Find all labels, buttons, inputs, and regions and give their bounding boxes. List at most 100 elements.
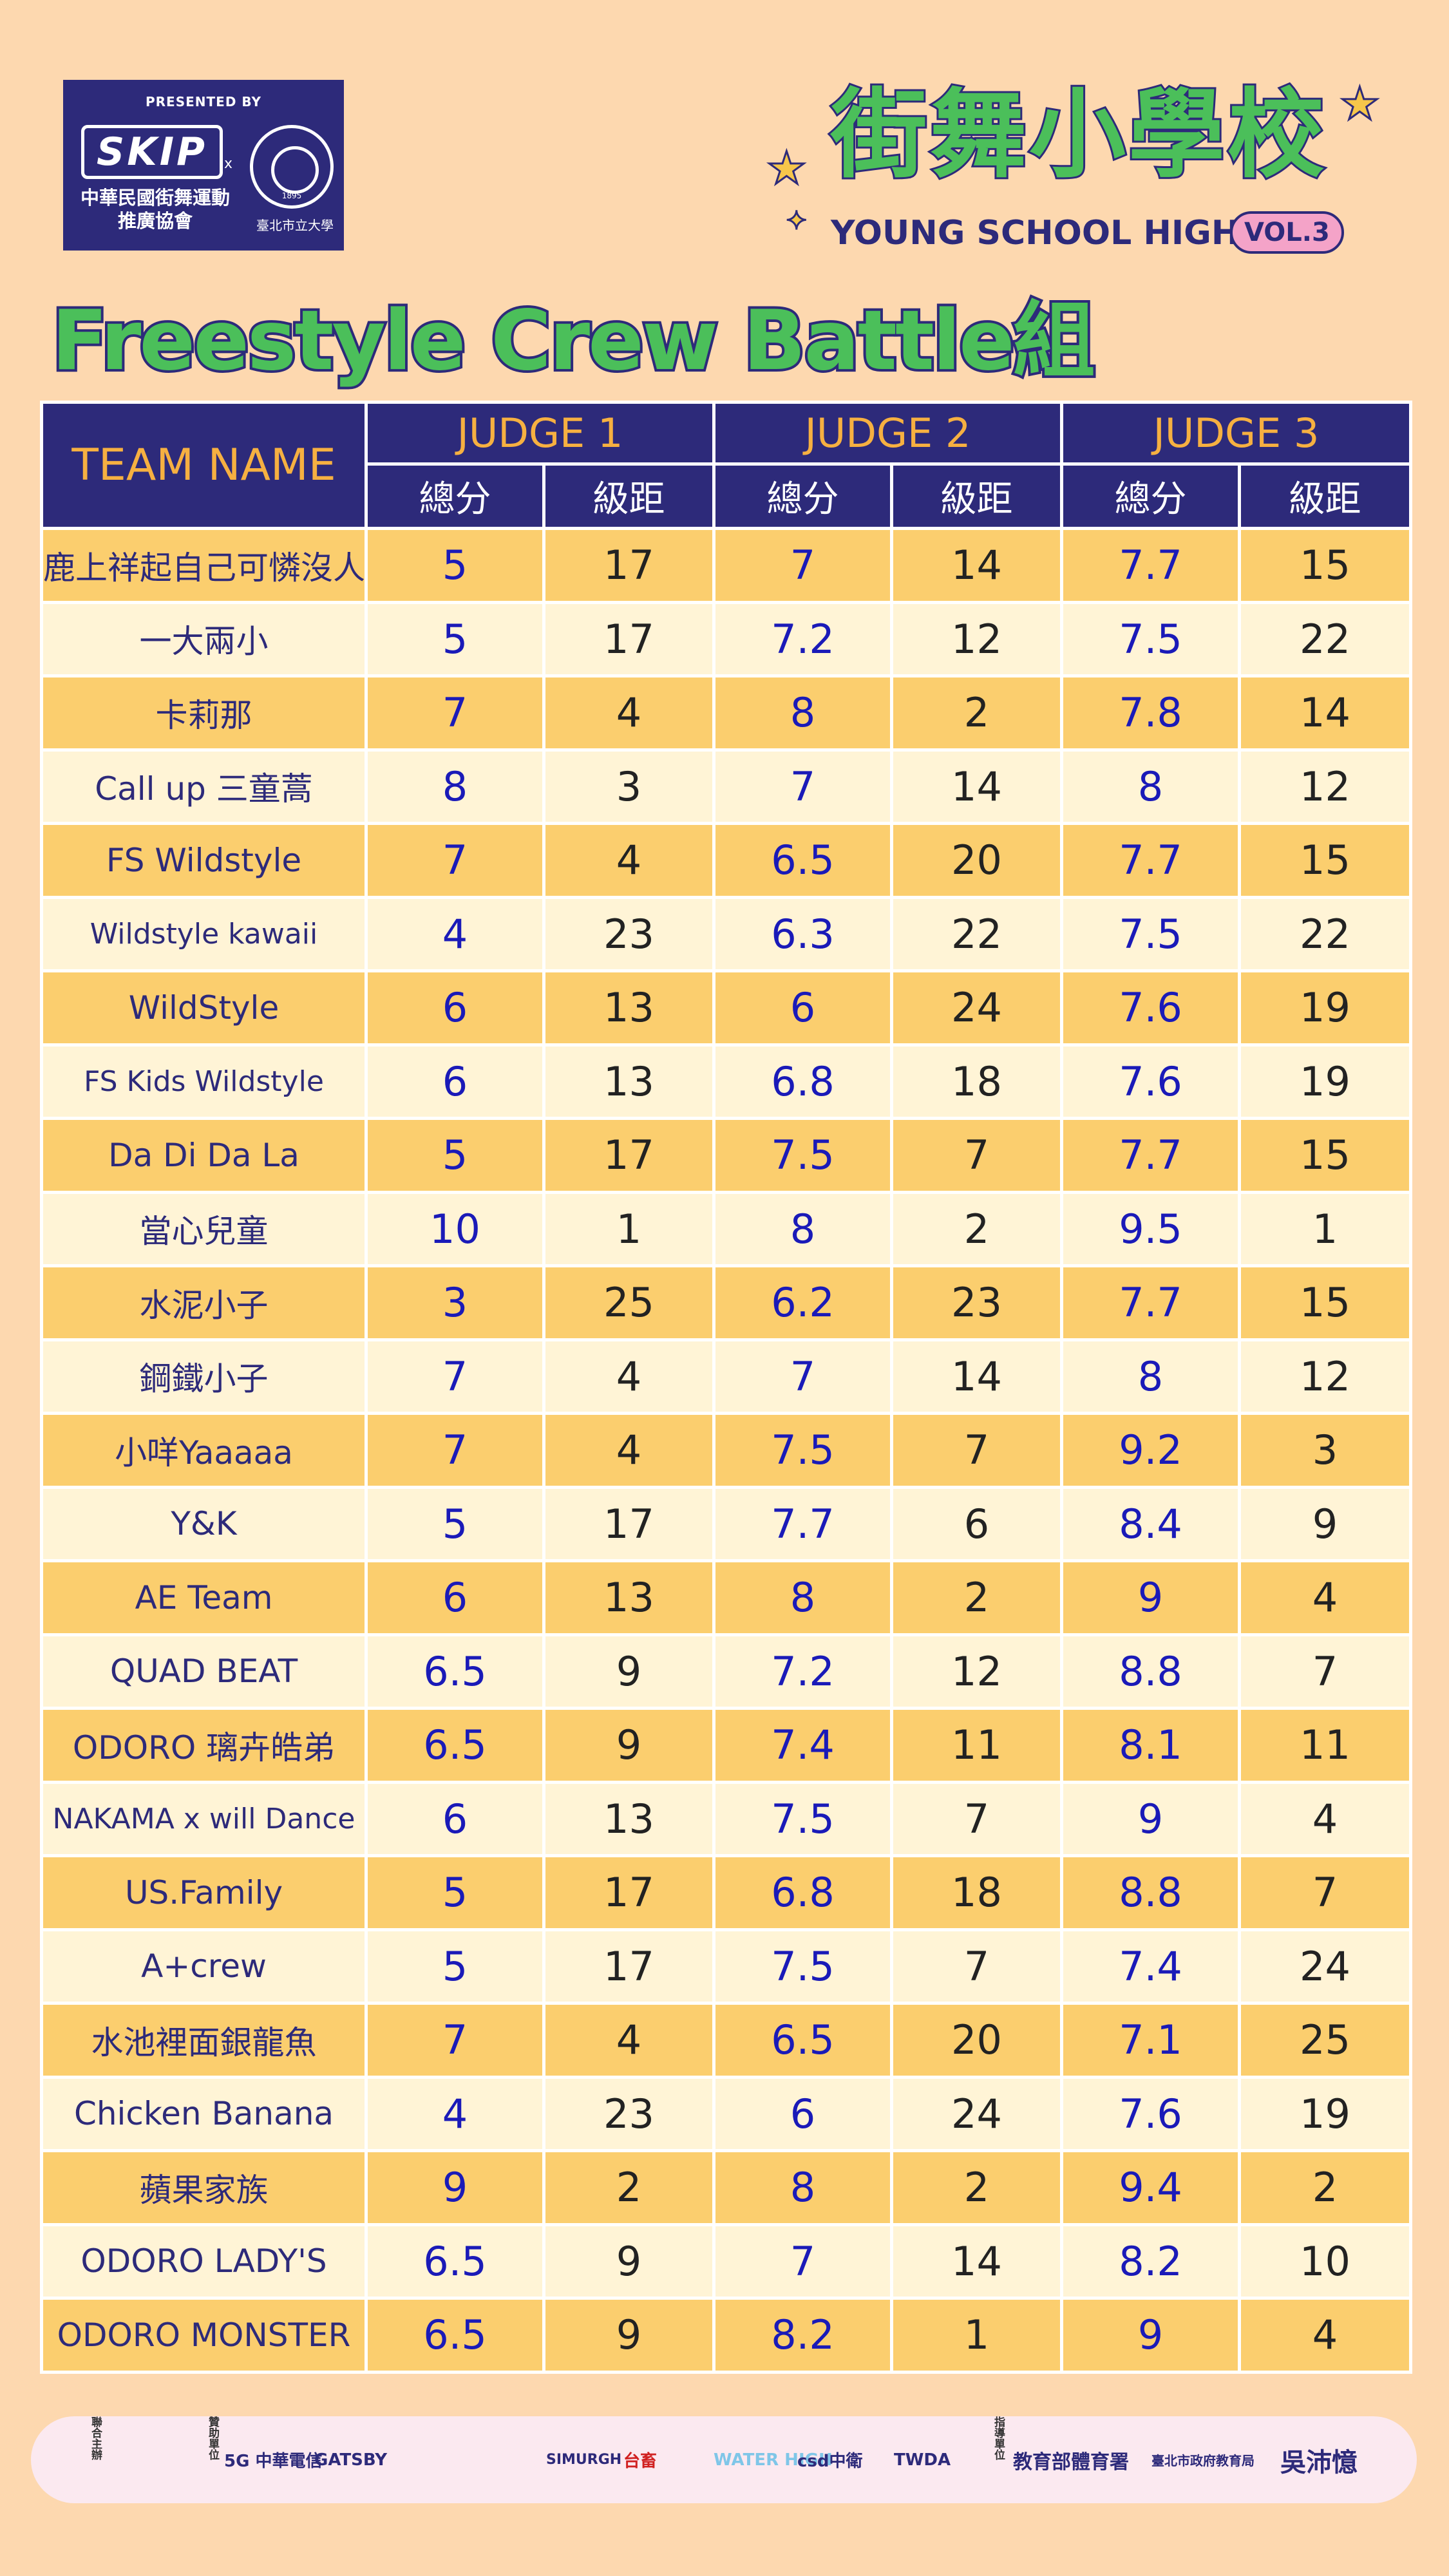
team-name-cell: 蘋果家族	[40, 2149, 368, 2226]
rank-cell: 25	[1238, 2002, 1412, 2079]
table-row: WildStyle 6 13 6 24 7.6 19	[40, 969, 1412, 1046]
rank-cell: 13	[542, 1043, 715, 1120]
judge-header: JUDGE 1	[365, 401, 715, 466]
total-score-cell: 7.4	[712, 1707, 893, 1784]
total-score-cell: 7	[712, 1338, 893, 1415]
sparkle-icon: ✦	[785, 205, 808, 237]
table-row: ODORO MONSTER 6.5 9 8.2 1 9 4	[40, 2297, 1412, 2374]
rank-cell: 7	[1238, 1854, 1412, 1931]
table-row: 水泥小子 3 25 6.2 23 7.7 15	[40, 1264, 1412, 1341]
score-column-header: 總分	[365, 462, 545, 530]
rank-cell: 17	[542, 1927, 715, 2005]
total-score-cell: 9	[1060, 1559, 1241, 1636]
rank-cell: 18	[890, 1043, 1063, 1120]
total-score-cell: 7.6	[1060, 969, 1241, 1046]
total-score-cell: 7	[365, 1412, 545, 1489]
table-row: 小咩Yaaaaa 7 4 7.5 7 9.2 3	[40, 1412, 1412, 1489]
rank-cell: 19	[1238, 1043, 1412, 1120]
total-score-cell: 9	[1060, 1780, 1241, 1857]
team-name-cell: A+crew	[40, 1927, 368, 2005]
total-score-cell: 7	[365, 1338, 545, 1415]
total-score-cell: 6	[365, 969, 545, 1046]
total-score-cell: 7.5	[712, 1412, 893, 1489]
star-icon: ★	[1339, 77, 1381, 131]
team-name-cell: QUAD BEAT	[40, 1633, 368, 1710]
total-score-cell: 6.8	[712, 1043, 893, 1120]
total-score-cell: 8	[712, 1190, 893, 1267]
rank-cell: 17	[542, 527, 715, 604]
team-name-cell: AE Team	[40, 1559, 368, 1636]
team-name-cell: NAKAMA x will Dance	[40, 1780, 368, 1857]
total-score-cell: 6.5	[365, 2222, 545, 2300]
table-row: 當心兒童 10 1 8 2 9.5 1	[40, 1190, 1412, 1267]
university-seal-icon: 1895	[250, 125, 334, 209]
rank-cell: 14	[890, 1338, 1063, 1415]
total-score-cell: 7.7	[1060, 527, 1241, 604]
university-year: 1895	[281, 191, 302, 200]
total-score-cell: 8.1	[1060, 1707, 1241, 1784]
score-column-header: 總分	[712, 462, 893, 530]
total-score-cell: 8.2	[712, 2297, 893, 2374]
association-name: 中華民國街舞運動推廣協會	[80, 187, 230, 232]
rank-cell: 6	[890, 1485, 1063, 1562]
rank-cell: 22	[1238, 895, 1412, 972]
total-score-cell: 5	[365, 1485, 545, 1562]
rank-cell: 12	[890, 600, 1063, 677]
rank-cell: 23	[542, 895, 715, 972]
total-score-cell: 6.2	[712, 1264, 893, 1341]
table-row: Da Di Da La 5 17 7.5 7 7.7 15	[40, 1117, 1412, 1194]
rank-cell: 3	[542, 748, 715, 825]
rank-cell: 7	[1238, 1633, 1412, 1710]
sponsor-logo: 教育部體育署	[1013, 2450, 1129, 2474]
guide-label: 指導單位	[992, 2416, 1005, 2460]
table-row: FS Wildstyle 7 4 6.5 20 7.7 15	[40, 822, 1412, 899]
rank-cell: 7	[890, 1927, 1063, 2005]
total-score-cell: 7.5	[712, 1780, 893, 1857]
rank-cell: 9	[542, 2222, 715, 2300]
rank-column-header: 級距	[890, 462, 1063, 530]
star-icon: ★	[766, 141, 808, 196]
total-score-cell: 7.7	[1060, 1264, 1241, 1341]
rank-cell: 25	[542, 1264, 715, 1341]
table-row: 一大兩小 5 17 7.2 12 7.5 22	[40, 600, 1412, 677]
team-name-cell: 小咩Yaaaaa	[40, 1412, 368, 1489]
rank-cell: 14	[890, 748, 1063, 825]
rank-cell: 1	[1238, 1190, 1412, 1267]
rank-cell: 2	[542, 2149, 715, 2226]
total-score-cell: 8	[365, 748, 545, 825]
team-name-cell: Call up 三童蒿	[40, 748, 368, 825]
team-name-cell: ODORO LADY'S	[40, 2222, 368, 2300]
total-score-cell: 7.1	[1060, 2002, 1241, 2079]
team-name-cell: Da Di Da La	[40, 1117, 368, 1194]
total-score-cell: 5	[365, 1927, 545, 2005]
table-row: A+crew 5 17 7.5 7 7.4 24	[40, 1927, 1412, 2005]
total-score-cell: 7.5	[1060, 600, 1241, 677]
rank-cell: 9	[1238, 1485, 1412, 1562]
rank-cell: 10	[1238, 2222, 1412, 2300]
rank-cell: 14	[890, 2222, 1063, 2300]
total-score-cell: 9.2	[1060, 1412, 1241, 1489]
rank-cell: 20	[890, 2002, 1063, 2079]
table-row: 鹿上祥起自己可憐沒人艾 5 17 7 14 7.7 15	[40, 527, 1412, 604]
sponsor-label: 贊助單位	[206, 2416, 219, 2460]
judge-header: JUDGE 2	[712, 401, 1063, 466]
team-name-cell: 一大兩小	[40, 600, 368, 677]
event-volume-badge: VOL.3	[1230, 211, 1344, 254]
total-score-cell: 6.5	[365, 1633, 545, 1710]
team-name-cell: 水池裡面銀龍魚	[40, 2002, 368, 2079]
total-score-cell: 7.6	[1060, 2075, 1241, 2152]
rank-cell: 19	[1238, 2075, 1412, 2152]
total-score-cell: 10	[365, 1190, 545, 1267]
rank-cell: 7	[890, 1780, 1063, 1857]
total-score-cell: 3	[365, 1264, 545, 1341]
rank-cell: 9	[542, 1707, 715, 1784]
table-row: Y&K 5 17 7.7 6 8.4 9	[40, 1485, 1412, 1562]
table-row: ODORO 璃卉皓弟 6.5 9 7.4 11 8.1 11	[40, 1707, 1412, 1784]
total-score-cell: 7.8	[1060, 674, 1241, 752]
total-score-cell: 7.7	[1060, 822, 1241, 899]
rank-cell: 19	[1238, 969, 1412, 1046]
sponsor-logo: 台畜	[623, 2452, 658, 2471]
table-row: Chicken Banana 4 23 6 24 7.6 19	[40, 2075, 1412, 2152]
table-row: US.Family 5 17 6.8 18 8.8 7	[40, 1854, 1412, 1931]
rank-cell: 23	[890, 1264, 1063, 1341]
